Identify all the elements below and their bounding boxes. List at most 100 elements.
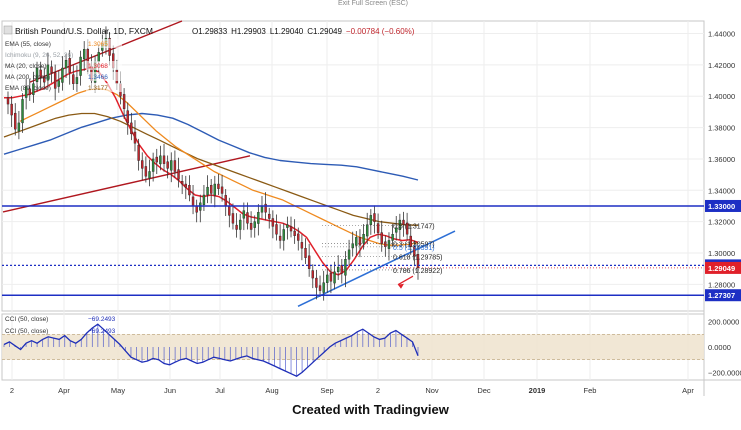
candle-body xyxy=(322,282,325,293)
candle-body xyxy=(133,131,137,144)
price-tick-label: 1.30000 xyxy=(708,249,735,258)
candle-body xyxy=(61,67,64,83)
candle-body xyxy=(268,213,271,219)
candle xyxy=(213,175,217,208)
candle xyxy=(64,53,68,79)
candle xyxy=(355,231,358,256)
time-tick-label: Apr xyxy=(682,386,694,395)
price-level-tag-text: 1.29049 xyxy=(708,264,735,273)
indicator-value-bg xyxy=(86,61,122,70)
candle-body xyxy=(366,224,369,237)
support-trendline-blue xyxy=(297,230,456,308)
price-tick-label: 1.34000 xyxy=(708,186,735,195)
candle-body xyxy=(253,221,256,228)
candle-body xyxy=(416,254,420,269)
cci-legend-label: CCI (50, close) xyxy=(5,328,48,335)
candle xyxy=(170,152,173,183)
candle-body xyxy=(405,222,409,235)
exit-fullscreen-button[interactable]: Exit Full Screen (ESC) xyxy=(338,0,409,7)
candle xyxy=(307,243,311,277)
price-level-tag-bg xyxy=(705,199,741,212)
candle xyxy=(268,207,271,229)
ma200-line xyxy=(3,112,419,181)
time-tick-label: May xyxy=(111,386,125,395)
candle xyxy=(358,229,362,258)
time-tick-label: 2019 xyxy=(529,386,546,395)
candle xyxy=(148,159,151,187)
candle xyxy=(336,255,340,280)
candle xyxy=(257,204,260,236)
price-axis[interactable]: 1.44000 1.42000 1.40000 1.38000 1.36000 1.340… xyxy=(705,30,741,378)
candle xyxy=(166,155,169,179)
price-level-tag: 1.33000 xyxy=(705,199,741,212)
candle xyxy=(416,246,420,280)
candle xyxy=(137,138,140,171)
candle-body xyxy=(220,186,224,194)
time-tick-label: Aug xyxy=(265,386,278,395)
candle-body xyxy=(184,183,187,188)
candle xyxy=(369,209,373,235)
candle xyxy=(398,213,402,240)
candle xyxy=(177,157,180,188)
candle-body xyxy=(336,266,340,273)
cci-legend-value: −69.2493 xyxy=(88,328,116,335)
candle xyxy=(32,71,35,103)
price-level-tag-bg xyxy=(705,289,741,302)
indicator-value: 1.3068 xyxy=(88,63,108,70)
candle-body xyxy=(191,196,195,207)
candle-body xyxy=(387,240,391,249)
candle-body xyxy=(180,181,184,185)
candle xyxy=(144,156,148,183)
candle xyxy=(376,213,380,239)
candle xyxy=(184,175,187,200)
candle xyxy=(39,61,42,90)
candle xyxy=(79,50,82,86)
candle-body xyxy=(228,205,231,216)
fib-label: 0.5 (1.31747) xyxy=(393,224,435,231)
candle-body xyxy=(318,285,322,291)
candle xyxy=(28,78,31,101)
candle-body xyxy=(355,237,358,246)
time-axis[interactable]: 2 Apr May Jun Jul Aug Sep 2 Nov Dec 2019 Feb Apr xyxy=(10,386,694,395)
candle xyxy=(173,150,177,178)
candle xyxy=(43,67,46,89)
candle xyxy=(282,223,285,251)
candle xyxy=(242,202,246,231)
candle xyxy=(46,52,50,89)
candle xyxy=(326,268,329,293)
candle-body xyxy=(46,64,50,81)
candle xyxy=(122,88,126,119)
candle xyxy=(50,60,53,83)
candle-body xyxy=(159,155,162,165)
candle-body xyxy=(141,160,144,169)
candle-body xyxy=(395,227,398,233)
candle xyxy=(6,91,10,115)
candle-body xyxy=(333,271,336,284)
candle-body xyxy=(369,215,373,225)
candle-body xyxy=(14,112,17,130)
indicator-value: 1.3466 xyxy=(88,74,108,81)
projection-arrowhead xyxy=(398,283,404,289)
projection-arrow xyxy=(397,275,414,286)
candle-body xyxy=(224,195,227,207)
candle-body xyxy=(170,160,173,171)
candle xyxy=(253,215,256,238)
candle xyxy=(329,264,333,294)
candle-body xyxy=(75,77,79,84)
symbol-title: British Pound/U.S. Dollar, 1D, FXCM xyxy=(15,26,153,36)
fib-label: 0.5 (1.30391) xyxy=(393,245,435,252)
candle-body xyxy=(97,52,100,62)
candle-body xyxy=(307,255,311,269)
fibonacci-layer: 0.5 (1.31747) 0.3 (1.30597)0.5 (1.30391) 0… xyxy=(322,224,442,275)
candle-body xyxy=(79,56,82,76)
candle xyxy=(271,210,275,239)
time-tick-label: Dec xyxy=(477,386,491,395)
cci-band-layer xyxy=(2,334,704,360)
indicator-value-bg xyxy=(86,72,122,81)
price-tick-label: 1.36000 xyxy=(708,155,735,164)
indicator-label: EMA (89, close) xyxy=(5,85,51,92)
fib-label: 0.786 (1.28922) xyxy=(393,268,442,275)
candle-body xyxy=(53,72,57,89)
candle xyxy=(220,174,224,202)
